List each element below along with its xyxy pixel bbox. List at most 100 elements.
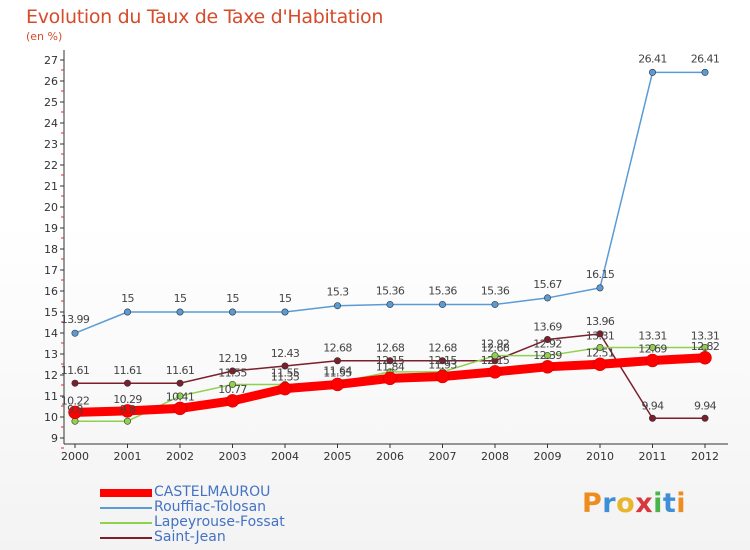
data-point bbox=[543, 352, 551, 360]
data-point bbox=[438, 300, 446, 308]
data-label: 15 bbox=[174, 292, 187, 305]
y-tick-label: 9 bbox=[51, 432, 58, 445]
y-tick-label: 20 bbox=[44, 201, 58, 214]
y-tick-label: 27 bbox=[44, 54, 58, 67]
data-point bbox=[278, 381, 292, 396]
data-label: 15.3 bbox=[326, 286, 349, 299]
legend-label: Rouffiac-Tolosan bbox=[154, 499, 267, 515]
data-label: 16.15 bbox=[586, 268, 615, 281]
y-tick-label: 18 bbox=[44, 243, 58, 256]
logo-letter: i bbox=[676, 488, 687, 519]
x-tick-label: 2011 bbox=[639, 450, 667, 463]
data-point bbox=[701, 414, 709, 422]
chart-subtitle: (en %) bbox=[26, 30, 63, 43]
data-point bbox=[543, 336, 551, 344]
data-point bbox=[648, 68, 656, 76]
legend-swatch bbox=[100, 522, 152, 524]
y-tick-label: 12 bbox=[44, 369, 58, 382]
legend-label: Lapeyrouse-Fossat bbox=[154, 514, 285, 530]
data-label: 9.94 bbox=[694, 399, 717, 412]
x-tick-label: 2009 bbox=[534, 450, 562, 463]
x-tick-label: 2005 bbox=[324, 450, 352, 463]
data-label: 12.51 bbox=[586, 346, 615, 359]
data-point bbox=[645, 353, 660, 368]
x-tick-label: 2012 bbox=[691, 450, 719, 463]
data-label: 12.68 bbox=[323, 342, 352, 355]
data-point bbox=[491, 300, 499, 308]
legend-label: CASTELMAUROU bbox=[154, 484, 271, 500]
data-point bbox=[543, 294, 551, 302]
data-label: 12.68 bbox=[428, 342, 457, 355]
chart-title: Evolution du Taux de Taxe d'Habitation bbox=[26, 6, 384, 28]
x-tick-label: 2010 bbox=[586, 450, 614, 463]
data-point bbox=[124, 379, 132, 387]
y-tick-label: 16 bbox=[44, 285, 58, 298]
data-label: 26.41 bbox=[638, 52, 667, 65]
data-label: 15.36 bbox=[481, 284, 510, 297]
data-point bbox=[71, 379, 79, 387]
data-label: 13.31 bbox=[638, 329, 667, 342]
data-point bbox=[120, 404, 135, 418]
x-tick-label: 2000 bbox=[61, 450, 89, 463]
x-tick-label: 2006 bbox=[376, 450, 404, 463]
y-tick-label: 14 bbox=[44, 327, 58, 340]
y-tick-label: 17 bbox=[44, 264, 58, 277]
x-tick-label: 2004 bbox=[271, 450, 299, 463]
data-label: 10.22 bbox=[61, 394, 90, 407]
logo-letter: x bbox=[635, 488, 654, 519]
data-point bbox=[333, 302, 341, 310]
y-tick-label: 21 bbox=[44, 180, 58, 193]
legend-swatch bbox=[100, 537, 152, 539]
data-label: 13.31 bbox=[691, 329, 720, 342]
data-label: 12.43 bbox=[271, 347, 300, 360]
data-label: 15 bbox=[279, 292, 292, 305]
line-chart: 9 10 11 12 13 14 15 16 17 18 19 20 21 22 23 24 25 26 27 200… bbox=[44, 50, 728, 463]
data-label: 10.41 bbox=[166, 390, 195, 403]
data-label: 11.55 bbox=[218, 366, 247, 379]
data-point bbox=[593, 357, 607, 372]
data-label: 15.67 bbox=[533, 278, 562, 291]
data-label: 13.96 bbox=[586, 315, 615, 328]
data-label: 11.84 bbox=[376, 360, 405, 373]
data-point bbox=[386, 357, 394, 365]
data-point bbox=[596, 343, 604, 351]
data-label: 11.55 bbox=[271, 366, 300, 379]
x-tick-label: 2002 bbox=[166, 450, 194, 463]
y-tick-label: 15 bbox=[44, 306, 58, 319]
data-label: 12.15 bbox=[481, 354, 510, 367]
data-point bbox=[596, 330, 604, 338]
data-label: 10.77 bbox=[218, 383, 247, 396]
data-point bbox=[124, 308, 132, 316]
logo-letter: r bbox=[602, 488, 617, 519]
logo-letter: o bbox=[616, 488, 636, 519]
data-point bbox=[281, 362, 289, 370]
x-tick-label: 2008 bbox=[481, 450, 509, 463]
data-point bbox=[225, 394, 240, 408]
data-label: 11.61 bbox=[61, 364, 90, 377]
legend-label: Saint-Jean bbox=[154, 529, 226, 545]
data-label: 13.69 bbox=[533, 321, 562, 334]
data-point bbox=[229, 367, 237, 375]
logo-letter: P bbox=[582, 488, 603, 519]
data-label: 15.36 bbox=[376, 284, 405, 297]
y-tick-label: 13 bbox=[44, 348, 58, 361]
data-label: 12.92 bbox=[533, 338, 562, 351]
data-label: 15 bbox=[226, 292, 239, 305]
data-label: 10.29 bbox=[113, 393, 142, 406]
data-label: 26.41 bbox=[691, 52, 720, 65]
data-point bbox=[330, 377, 345, 392]
x-tick-label: 2007 bbox=[429, 450, 457, 463]
y-tick-label: 11 bbox=[44, 390, 58, 403]
data-point bbox=[540, 360, 555, 374]
data-label: 12.69 bbox=[638, 343, 667, 356]
data-label: 12.19 bbox=[218, 352, 247, 365]
data-label: 12.39 bbox=[533, 349, 562, 362]
y-tick-label: 26 bbox=[44, 75, 58, 88]
data-label: 11.55 bbox=[323, 366, 352, 379]
y-tick-label: 23 bbox=[44, 138, 58, 151]
data-label: 11.35 bbox=[271, 371, 300, 384]
y-tick-label: 25 bbox=[44, 96, 58, 109]
data-label: 9.8 bbox=[67, 403, 83, 416]
data-point bbox=[386, 300, 394, 308]
data-point bbox=[648, 343, 656, 351]
